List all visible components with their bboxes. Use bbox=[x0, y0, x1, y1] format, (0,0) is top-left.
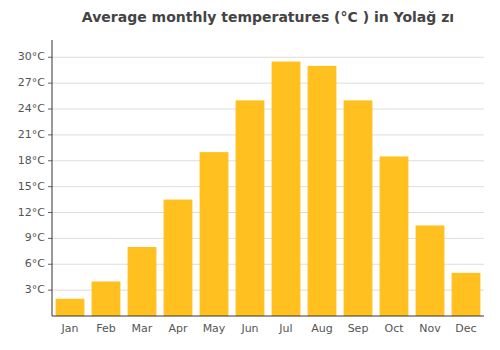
chart-container: 3°C 6°C 9°C 12°C 15°C 18°C 21°C 24°C 27°C 30°C Jan… bbox=[0, 0, 500, 350]
y-tick bbox=[48, 186, 52, 187]
y-tick-label: 21°C bbox=[18, 128, 45, 141]
bar bbox=[452, 273, 481, 316]
grid-line bbox=[52, 109, 484, 110]
y-tick-label: 15°C bbox=[18, 180, 45, 193]
bar bbox=[308, 66, 337, 316]
title: Average monthly temperatures (°C ) in Yo… bbox=[82, 9, 454, 25]
grid-line bbox=[52, 134, 484, 135]
x-axis-line bbox=[52, 316, 484, 317]
x-tick-label: May bbox=[203, 322, 226, 335]
grid-line bbox=[52, 212, 484, 213]
y-tick-labels: 3°C 6°C 9°C 12°C 15°C 18°C 21°C 24°C 27°C 30°C bbox=[18, 50, 52, 296]
x-tick-label: Mar bbox=[132, 322, 153, 335]
y-tick bbox=[48, 290, 52, 291]
grid-line bbox=[52, 57, 484, 58]
bar bbox=[236, 100, 265, 316]
y-tick-label: 27°C bbox=[18, 76, 45, 89]
y-tick-label: 30°C bbox=[18, 50, 45, 63]
x-tick-labels: Jan Feb Mar Apr May Jun Jul Aug Sep Oct Nov Dec bbox=[61, 322, 477, 335]
bar bbox=[380, 156, 409, 316]
y-tick bbox=[48, 238, 52, 239]
x-tick-label: Oct bbox=[384, 322, 404, 335]
x-tick-label: Nov bbox=[419, 322, 441, 335]
y-tick bbox=[48, 83, 52, 84]
bar bbox=[164, 200, 193, 316]
x-tick-label: Jan bbox=[61, 322, 79, 335]
y-tick-label: 12°C bbox=[18, 206, 45, 219]
grid-line bbox=[52, 83, 484, 84]
y-tick bbox=[48, 57, 52, 58]
x-tick-label: Jun bbox=[240, 322, 258, 335]
y-tick-label: 18°C bbox=[18, 154, 45, 167]
y-tick-label: 9°C bbox=[25, 231, 45, 244]
bar bbox=[344, 100, 373, 316]
y-tick bbox=[48, 212, 52, 213]
y-tick-label: 6°C bbox=[25, 257, 45, 270]
bar bbox=[416, 225, 445, 316]
x-tick-label: Sep bbox=[348, 322, 369, 335]
bar bbox=[56, 299, 85, 316]
y-tick bbox=[48, 134, 52, 135]
bar bbox=[128, 247, 157, 316]
grid-line bbox=[52, 160, 484, 161]
y-tick-label: 3°C bbox=[25, 283, 45, 296]
x-tick-label: Apr bbox=[168, 322, 188, 335]
grid-line bbox=[52, 186, 484, 187]
bars bbox=[56, 62, 481, 316]
x-tick-label: Aug bbox=[311, 322, 332, 335]
bar bbox=[272, 62, 301, 316]
y-axis-line bbox=[52, 40, 53, 316]
x-tick-label: Feb bbox=[96, 322, 115, 335]
y-tick bbox=[48, 109, 52, 110]
x-tick-label: Dec bbox=[455, 322, 476, 335]
bar bbox=[92, 282, 121, 317]
y-tick-label: 24°C bbox=[18, 102, 45, 115]
y-tick bbox=[48, 264, 52, 265]
bar bbox=[200, 152, 229, 316]
y-tick bbox=[48, 160, 52, 161]
x-tick-label: Jul bbox=[278, 322, 292, 335]
chart: 3°C 6°C 9°C 12°C 15°C 18°C 21°C 24°C 27°C 30°C Jan… bbox=[0, 0, 500, 350]
